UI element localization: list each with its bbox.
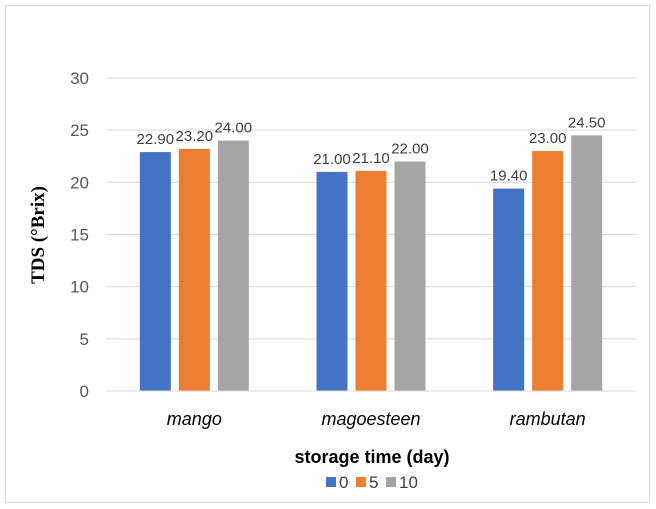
legend-label: 10 [399, 473, 418, 492]
y-tick-label: 0 [80, 382, 89, 401]
legend-label: 5 [369, 473, 378, 492]
data-label: 22.90 [137, 131, 175, 148]
bar-10-mango [217, 140, 249, 391]
bars [139, 135, 603, 391]
y-axis-ticks: 0 5 10 15 20 25 30 [70, 69, 89, 401]
bar-10-rambutan [571, 135, 603, 391]
data-label: 22.00 [391, 140, 429, 157]
bar-0-mango [139, 152, 171, 391]
y-tick-label: 10 [70, 278, 89, 297]
category-labels: mango magoesteen rambutan [167, 409, 586, 429]
category-label: magoesteen [321, 409, 420, 429]
y-tick-label: 20 [70, 173, 89, 192]
bar-0-rambutan [493, 188, 525, 391]
bar-0-magoesteen [316, 171, 348, 391]
data-label: 23.20 [176, 128, 214, 145]
bar-5-magoesteen [355, 170, 387, 391]
y-tick-label: 15 [70, 226, 89, 245]
bar-10-magoesteen [394, 161, 426, 391]
y-tick-label: 30 [70, 69, 89, 88]
legend-swatch-0 [326, 477, 336, 487]
data-label: 21.00 [313, 151, 351, 168]
legend-swatch-5 [356, 477, 366, 487]
category-label: mango [167, 409, 222, 429]
legend-swatch-10 [386, 477, 396, 487]
x-axis-title: storage time (day) [294, 447, 449, 467]
y-tick-label: 25 [70, 121, 89, 140]
legend: 0 5 10 [326, 473, 418, 492]
category-label: rambutan [510, 409, 586, 429]
data-label: 24.00 [215, 120, 253, 137]
data-label: 24.50 [568, 114, 606, 131]
bar-5-rambutan [532, 151, 564, 391]
data-label: 21.10 [352, 150, 390, 167]
legend-label: 0 [339, 473, 348, 492]
data-label: 23.00 [529, 130, 567, 147]
y-axis-title: TDS (°Brix) [28, 186, 49, 284]
data-label: 19.40 [490, 168, 528, 185]
y-tick-label: 5 [80, 330, 89, 349]
bar-5-mango [178, 148, 210, 391]
